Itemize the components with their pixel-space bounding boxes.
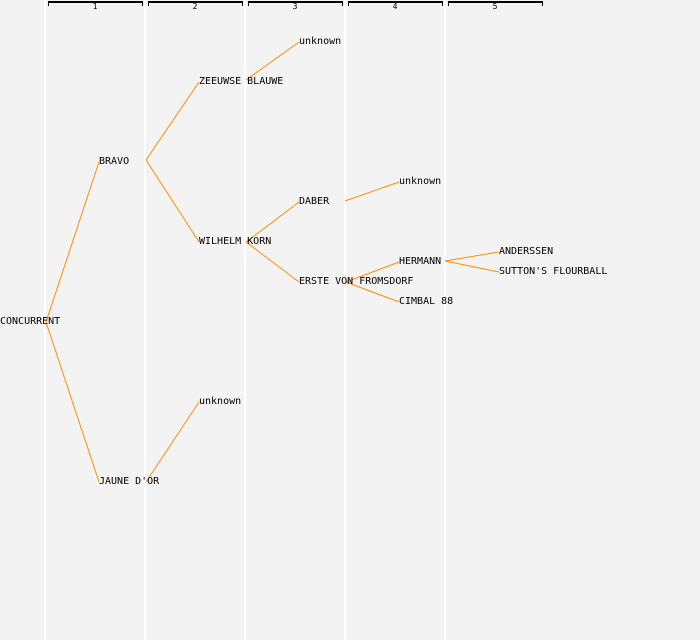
node-ff[interactable]: ZEEUWSE BLAUWE [199, 76, 284, 87]
column-separator [244, 0, 246, 640]
link-line [344, 181, 400, 202]
node-fmmf[interactable]: HERMANN [399, 256, 442, 267]
link-line [345, 261, 400, 283]
generation-header-4 [348, 1, 443, 6]
generation-label: 5 [492, 2, 498, 11]
generation-label: 2 [192, 2, 198, 11]
link-line [45, 161, 100, 323]
node-mother[interactable]: JAUNE D'OR [99, 476, 160, 487]
node-fmm[interactable]: ERSTE VON FROMSDORF [299, 276, 414, 287]
generation-label: 4 [392, 2, 398, 11]
column-separator [144, 0, 146, 640]
generation-label: 1 [92, 2, 98, 11]
column-separator [444, 0, 446, 640]
link-line [345, 281, 400, 303]
generation-header-1 [48, 1, 143, 6]
link-line [145, 81, 200, 161]
link-line [45, 321, 100, 483]
link-line [145, 401, 200, 483]
link-line [245, 241, 300, 283]
node-fmmfm[interactable]: SUTTON'S FLOURBALL [499, 266, 608, 277]
generation-label: 3 [292, 2, 298, 11]
link-line [444, 260, 500, 273]
generation-header-3 [248, 1, 343, 6]
node-fmf[interactable]: DABER [299, 196, 330, 207]
node-root[interactable]: CONCURRENT [0, 316, 61, 327]
node-mf[interactable]: unknown [199, 396, 242, 407]
node-fmff[interactable]: unknown [399, 176, 442, 187]
node-fmmff[interactable]: ANDERSSEN [499, 246, 554, 257]
column-separator [344, 0, 346, 640]
link-line [245, 41, 300, 81]
generation-header-2 [148, 1, 243, 6]
node-fff[interactable]: unknown [299, 36, 342, 47]
generation-header-5 [448, 1, 543, 6]
node-fmmm[interactable]: CIMBAL 88 [399, 296, 454, 307]
link-line [444, 251, 500, 262]
node-father[interactable]: BRAVO [99, 156, 130, 167]
column-separator [44, 0, 46, 640]
link-line [145, 159, 200, 243]
node-fm[interactable]: WILHELM KORN [199, 236, 272, 247]
link-line [245, 201, 300, 243]
